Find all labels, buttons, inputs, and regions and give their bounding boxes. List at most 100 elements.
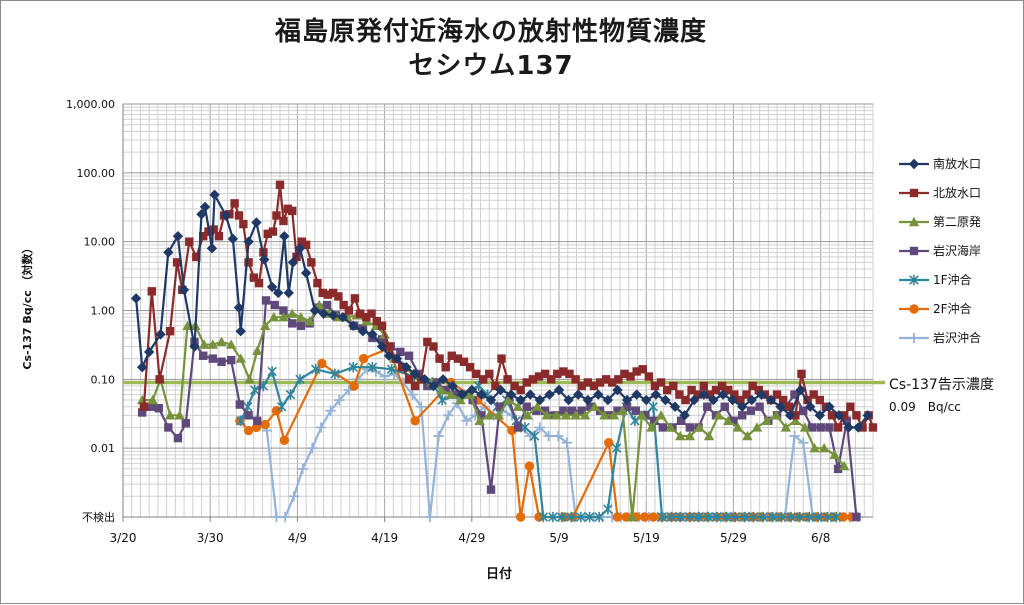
data-point bbox=[283, 204, 293, 214]
data-point bbox=[717, 381, 727, 391]
data-point bbox=[367, 309, 376, 318]
data-point bbox=[486, 485, 496, 494]
data-point bbox=[477, 411, 486, 420]
x-tick-label: 5/19 bbox=[633, 531, 660, 545]
data-point bbox=[532, 401, 543, 411]
data-point bbox=[314, 299, 325, 310]
data-point bbox=[279, 435, 290, 446]
data-point bbox=[582, 394, 594, 406]
data-point bbox=[254, 278, 264, 288]
data-point bbox=[457, 389, 468, 400]
data-point bbox=[325, 405, 336, 416]
x-tick-label: 4/19 bbox=[371, 531, 398, 545]
data-point bbox=[543, 430, 554, 442]
data-point bbox=[249, 384, 260, 396]
series-line bbox=[142, 303, 846, 519]
data-point bbox=[429, 342, 438, 351]
data-point bbox=[589, 401, 601, 411]
data-point bbox=[244, 374, 255, 384]
data-point bbox=[318, 308, 329, 319]
data-point bbox=[260, 419, 270, 430]
data-point bbox=[304, 315, 315, 326]
data-point bbox=[751, 422, 763, 432]
data-point bbox=[649, 416, 659, 425]
data-point bbox=[602, 394, 614, 406]
legend-swatch-marker bbox=[909, 274, 919, 285]
legend-swatch bbox=[899, 216, 929, 226]
data-point bbox=[199, 351, 208, 360]
data-point bbox=[641, 394, 652, 406]
data-point bbox=[842, 416, 852, 425]
data-point bbox=[736, 401, 748, 412]
data-point bbox=[839, 460, 850, 471]
data-point bbox=[785, 402, 794, 411]
data-point bbox=[423, 337, 432, 347]
data-point bbox=[693, 390, 702, 399]
data-point bbox=[775, 401, 786, 412]
data-point bbox=[658, 423, 668, 432]
data-point bbox=[279, 231, 290, 242]
data-point bbox=[189, 341, 200, 352]
legend-label: 岩沢沖合 bbox=[933, 331, 982, 345]
x-tick-label: 5/29 bbox=[720, 531, 747, 545]
data-point bbox=[164, 410, 176, 420]
data-point bbox=[827, 411, 837, 420]
data-point bbox=[163, 247, 174, 258]
data-point bbox=[208, 354, 218, 363]
data-point bbox=[334, 292, 343, 301]
data-point bbox=[244, 411, 253, 420]
data-point bbox=[263, 229, 272, 239]
data-point bbox=[339, 300, 348, 310]
data-point bbox=[441, 363, 450, 372]
data-point bbox=[650, 381, 660, 391]
data-point bbox=[437, 374, 449, 385]
data-point bbox=[235, 326, 246, 337]
data-point bbox=[485, 394, 497, 406]
data-point bbox=[540, 369, 550, 379]
data-point bbox=[825, 423, 834, 432]
data-point bbox=[797, 369, 806, 379]
data-point bbox=[322, 300, 332, 310]
data-point bbox=[617, 405, 628, 415]
y-tick-label: 0.10 bbox=[91, 373, 116, 386]
legend-swatch-marker bbox=[908, 332, 920, 343]
data-point bbox=[476, 389, 487, 400]
data-point bbox=[356, 309, 365, 318]
x-tick-label: 4/9 bbox=[288, 531, 307, 545]
data-point bbox=[840, 411, 849, 420]
data-point bbox=[404, 351, 414, 360]
reference-line-value-label: 0.09 Bq/cc bbox=[889, 400, 961, 414]
data-point bbox=[510, 381, 519, 391]
data-point bbox=[198, 339, 210, 349]
data-point bbox=[130, 293, 142, 304]
reference-line-label: Cs-137告示濃度 bbox=[889, 377, 994, 393]
data-point bbox=[295, 311, 307, 322]
data-point bbox=[503, 375, 512, 384]
data-point bbox=[522, 378, 531, 387]
data-point bbox=[459, 357, 469, 366]
data-point bbox=[730, 511, 740, 523]
data-point bbox=[723, 415, 734, 425]
data-point bbox=[805, 401, 816, 412]
data-point bbox=[330, 368, 340, 380]
data-point bbox=[748, 511, 759, 523]
data-point bbox=[685, 511, 695, 523]
data-point bbox=[662, 385, 672, 395]
data-point bbox=[586, 402, 595, 411]
data-point bbox=[503, 394, 514, 405]
data-point bbox=[584, 511, 595, 523]
y-axis-label: Cs-137 Bq/cc （対数） bbox=[21, 242, 34, 370]
data-point bbox=[296, 321, 306, 330]
data-point bbox=[275, 180, 285, 190]
data-point bbox=[655, 410, 667, 420]
data-point bbox=[286, 308, 298, 318]
data-point bbox=[287, 257, 299, 268]
legend-label: 北放水口 bbox=[933, 186, 982, 200]
data-point bbox=[809, 390, 818, 399]
data-point bbox=[323, 290, 333, 299]
data-point bbox=[344, 306, 354, 315]
data-point bbox=[711, 385, 721, 395]
data-point bbox=[525, 389, 536, 400]
data-point bbox=[541, 410, 553, 420]
data-point bbox=[261, 296, 271, 305]
